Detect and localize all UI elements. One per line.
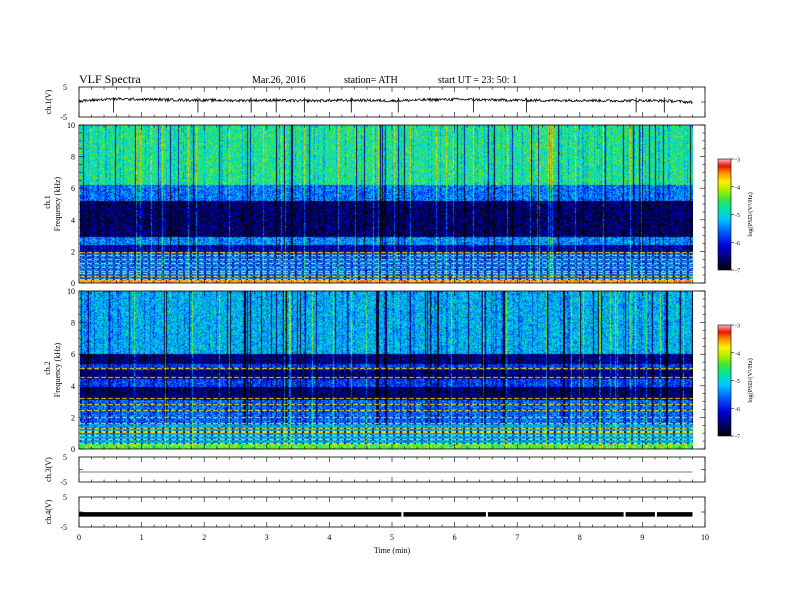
ch1-channel-label: ch.1 [43,195,52,209]
ch1-spectrogram-panel [78,124,706,284]
ch1-colorbar-tick-label: -4 [735,185,740,191]
ch4-gap [401,511,404,517]
ch1-colorbar-tick-label: -7 [735,269,740,275]
ch2-y-tick-label: 2 [71,413,75,422]
ch4-ylabel: ch.4(V) [44,499,53,524]
ch1-colorbar-tick-label: -5 [735,213,740,219]
ch1-colorbar-gradient [718,159,731,270]
ch1-y-tick-label: 4 [71,216,75,225]
ch4-gap [654,511,657,517]
ch4-y-tick-label: -5 [60,523,67,532]
ch1-colorbar-frame [717,158,732,271]
ch1-y-tick-label: -5 [60,113,67,122]
ch1-y-tick-label: 0 [71,279,75,288]
ch2-colorbar-label: log(PSD/(V²/Hz) [747,358,754,403]
station-label: station= ATH [344,75,398,86]
ch1-colorbar-tick-label: -3 [735,158,740,164]
ch1-y-tick-label: 8 [71,153,75,162]
ch3-y-tick-label: 5 [63,453,67,462]
ch3-y-tick-label: -5 [60,478,67,487]
ch2-colorbar-tick-label: -5 [735,379,740,385]
x-tick-label: 5 [390,533,394,542]
x-tick-label: 10 [701,533,709,542]
ch2-colorbar-frame [717,324,732,437]
ch1-y-tick-label: 2 [71,247,75,256]
ch4-y-tick-label: 5 [63,493,67,502]
x-tick-label: 2 [202,533,206,542]
ch1-y-tick-label: 10 [67,121,75,130]
chart-title: VLF Spectra [79,72,141,86]
ch2-spectrogram-panel [78,290,706,450]
x-tick-label: 7 [515,533,519,542]
ch1-colorbar-label: log(PSD/(V²/Hz) [747,192,754,237]
date-label: Mar.26, 2016 [252,75,306,86]
ch1-ylabel: ch.1(V) [44,89,53,114]
x-tick-label: 1 [140,533,144,542]
ch3-ylabel: ch.3(V) [44,457,53,482]
x-tick-label: 0 [77,533,81,542]
ch2-spectrogram-heatmap [80,291,693,449]
x-tick-label: 9 [640,533,644,542]
ch2-colorbar-tick-label: -3 [735,324,740,330]
ch2-y-tick-label: 4 [71,382,75,391]
start-time-label: start UT = 23: 50: 1 [438,75,518,86]
ch2-y-tick-label: 0 [71,445,75,454]
ch1-spectrogram-heatmap [80,125,693,283]
ch4-gap [485,511,488,517]
x-tick-label: 4 [327,533,331,542]
ch1-y-tick-label: 6 [71,184,75,193]
ch1-colorbar-tick-label: -6 [735,241,740,247]
ch2-colorbar-tick-label: -7 [735,435,740,441]
ch2-ylabel: Frequency (kHz) [53,342,62,397]
x-axis-label: Time (min) [374,546,411,555]
ch2-y-tick-label: 6 [71,350,75,359]
ch2-y-tick-label: 10 [67,287,75,296]
ch1-y-tick-label: 5 [63,83,67,92]
ch2-channel-label: ch.2 [43,361,52,375]
ch1-waveform-line [78,97,693,105]
ch4-gap [623,511,626,517]
ch2-colorbar-tick-label: -4 [735,351,740,357]
x-tick-label: 8 [578,533,582,542]
ch2-y-tick-label: 8 [71,319,75,328]
x-tick-label: 6 [453,533,457,542]
x-tick-label: 3 [265,533,269,542]
ch4-waveform-trace [79,511,693,517]
ch2-colorbar-gradient [718,325,731,436]
ch1-ylabel: Frequency (kHz) [53,176,62,231]
ch1-waveform-trace [78,97,693,113]
ch2-colorbar-tick-label: -6 [735,407,740,413]
